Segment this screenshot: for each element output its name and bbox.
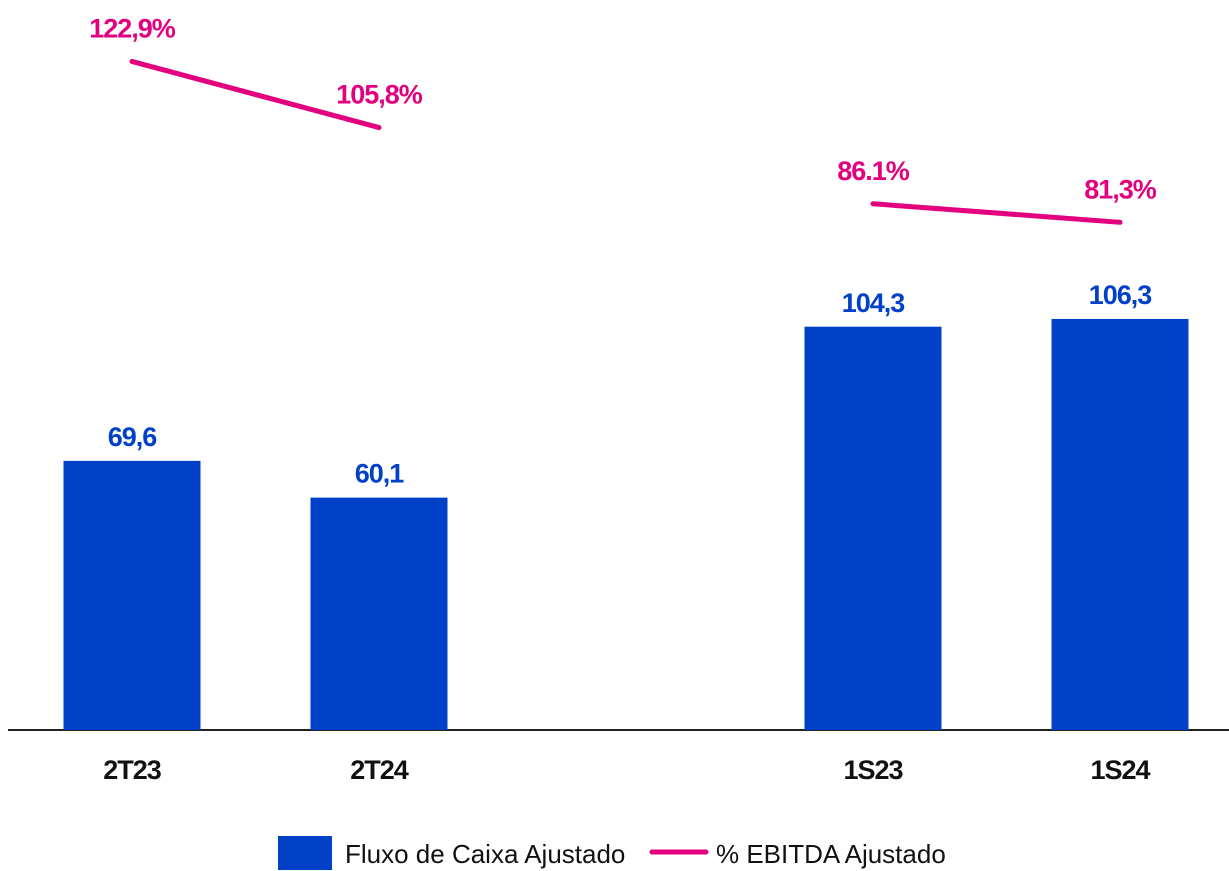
data-label: 122,9% (89, 14, 176, 44)
line (129, 58, 382, 131)
data-label: 69,6 (108, 422, 158, 452)
x-tick-label: 2T23 (103, 755, 162, 785)
bar (63, 460, 201, 730)
bar (310, 497, 448, 730)
bar (1051, 318, 1189, 730)
data-label: 81,3% (1084, 174, 1157, 204)
data-label: 105,8% (336, 80, 423, 110)
line (870, 201, 1123, 225)
legend-swatch-bar (278, 836, 332, 870)
data-label: 106,3 (1089, 280, 1153, 310)
x-tick-label: 1S24 (1090, 755, 1150, 785)
data-label: 60,1 (355, 459, 405, 489)
x-tick-label: 2T24 (350, 755, 409, 785)
data-label: 104,3 (842, 288, 906, 318)
bar (804, 326, 942, 730)
x-tick-label: 1S23 (843, 755, 903, 785)
data-label: 86.1% (837, 156, 910, 186)
legend-label: % EBITDA Ajustado (716, 839, 946, 869)
legend-label: Fluxo de Caixa Ajustado (345, 839, 625, 869)
